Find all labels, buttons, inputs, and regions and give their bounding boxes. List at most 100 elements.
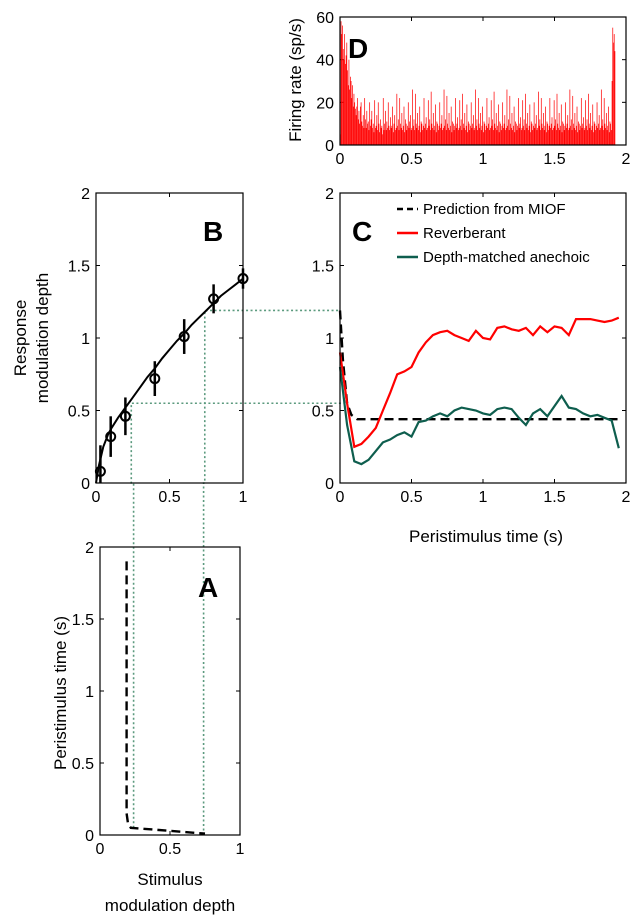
psth-bar [445,130,447,145]
psth-bar [485,130,486,145]
legend-label-prediction: Prediction from MIOF [423,201,566,218]
psth-bar [378,123,380,145]
psth-bar [412,89,413,145]
psth-bar [500,123,501,145]
panel-b-ylabel-line2: modulation depth [33,273,52,403]
psth-bar [411,127,413,145]
psth-bar [605,127,606,145]
psth-bar [361,121,363,145]
panel-c-letter: C [352,216,372,247]
psth-bar [597,127,599,145]
psth-bar [490,100,492,145]
psth-bar [569,89,571,145]
psth-bar [486,98,488,145]
psth-bar [425,117,427,145]
panel-c-xtick-label: 0.5 [400,489,422,506]
psth-bar [435,104,436,145]
psth-bar [505,130,506,145]
psth-bar [347,85,349,145]
psth-bar [490,127,491,145]
psth-bar [457,117,458,145]
psth-bar [415,123,417,145]
psth-bar [539,119,541,145]
panel-a-ytick-label: 1.5 [72,612,94,629]
psth-bar [470,102,472,145]
psth-bar [585,100,586,145]
psth-bar [444,125,446,145]
psth-bar [598,115,600,145]
psth-bar [452,123,454,145]
psth-bar [503,127,504,145]
psth-bar [470,125,471,145]
psth-bar [599,130,601,145]
psth-bar [567,115,569,145]
psth-bar [591,125,593,145]
panel-d-xtick-label: 1.5 [543,151,565,168]
psth-bar [360,106,361,145]
psth-bar [368,130,370,145]
panel-b-ytick-label: 0 [81,476,90,493]
psth-bar [588,123,590,145]
psth-bar [494,123,496,145]
psth-bar [371,110,373,145]
psth-bar [381,125,383,145]
psth-bar [579,130,581,145]
panel-b-ytick-label: 0.5 [68,404,90,421]
psth-bar [588,93,589,145]
psth-bar [502,102,504,145]
psth-bar [379,132,381,145]
panel-b-letter: B [203,216,223,247]
psth-bar [442,130,443,145]
psth-bar [531,123,533,145]
psth-bar [480,130,482,145]
psth-bar [513,106,515,145]
panel-b-ylabel: Response modulation depth [11,273,52,403]
panel-c-ytick-label: 0.5 [312,404,334,421]
psth-bar [402,130,403,145]
psth-bar [561,132,563,145]
psth-bar [468,123,470,145]
psth-bar [350,81,352,145]
psth-bar [610,130,612,145]
psth-bar [456,123,458,145]
psth-bar [493,91,495,145]
psth-bar [341,34,343,145]
psth-bar [446,95,448,145]
psth-bar [435,132,437,145]
psth-bar [557,123,559,145]
panel-a-ytick-label: 1 [85,684,94,701]
miof-fit-line [95,277,244,484]
psth-bar [484,123,486,145]
psth-bar [467,121,469,145]
psth-bar [349,89,351,145]
psth-bar [458,127,460,145]
panel-d-axes-box [339,16,627,146]
panel-d-ylabel: Firing rate (sp/s) [286,18,305,142]
psth-bar [398,130,400,145]
psth-bar [508,119,509,145]
psth-bar [528,130,529,145]
guide-line-high [202,309,340,835]
psth-bar [448,113,450,145]
psth-bar [606,130,608,145]
psth-bar [509,95,511,145]
psth-bar [608,132,610,145]
psth-bar [413,119,415,145]
psth-bar [592,104,594,145]
guide-lines [130,309,348,835]
psth-bar [507,125,509,145]
panel-a-ticks: 0 0.5 1 0 0.5 1 1.5 2 [72,540,245,858]
psth-bar [410,130,412,145]
psth-bar [459,100,461,145]
psth-bar [380,127,382,145]
psth-bar [593,121,595,145]
psth-bar [538,91,539,145]
psth-bar [590,113,591,145]
psth-bar [439,102,441,145]
psth-bar [472,115,474,145]
psth-bar [430,91,432,145]
psth-bar [475,89,476,145]
psth-bar [357,98,358,145]
panel-b-xtick-label: 0 [92,489,101,506]
psth-bar [392,132,394,145]
